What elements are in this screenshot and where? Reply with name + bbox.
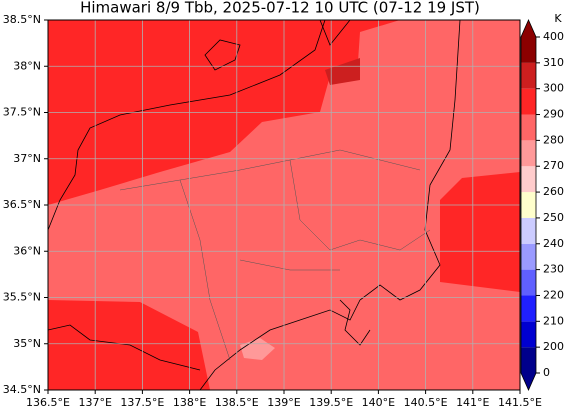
x-tick-label: 139°E	[267, 396, 300, 409]
x-tick-label: 136.5°E	[26, 396, 70, 409]
colorbar-bin	[521, 321, 536, 348]
y-tick-label: 34.5°N	[3, 383, 41, 396]
colorbar-extend	[521, 373, 536, 390]
colorbar-tick-label: 310	[543, 56, 564, 69]
x-tick-label: 140.5°E	[404, 396, 448, 409]
colorbar-tick-label: 260	[543, 185, 564, 198]
x-tick-label: 138.5°E	[215, 396, 259, 409]
colorbar-bin	[521, 37, 536, 63]
colorbar-bin	[521, 243, 536, 270]
x-tick-label: 141°E	[456, 396, 489, 409]
colorbar-extend	[521, 20, 536, 37]
colorbar-bin	[521, 269, 536, 296]
y-tick-label: 38°N	[13, 59, 41, 72]
y-tick-label: 36.5°N	[3, 198, 41, 211]
map-title: Himawari 8/9 Tbb, 2025-07-12 10 UTC (07-…	[80, 0, 480, 17]
y-tick-label: 37°N	[13, 152, 41, 165]
y-tick-label: 36°N	[13, 244, 41, 257]
colorbar-bin	[521, 140, 536, 167]
colorbar-tick-label: 290	[543, 108, 564, 121]
colorbar-bin	[521, 217, 536, 244]
colorbar-bin	[521, 62, 536, 89]
colorbar-tick-label: 240	[543, 237, 564, 250]
colorbar-tick-label: 250	[543, 211, 564, 224]
colorbar-tick-label: 230	[543, 263, 564, 276]
colorbar-tick-label: 280	[543, 133, 564, 146]
x-tick-label: 138°E	[173, 396, 206, 409]
region-300	[325, 58, 360, 85]
x-tick-label: 137.5°E	[120, 396, 164, 409]
colorbar-tick-label: 0	[543, 366, 550, 379]
y-tick-label: 35.5°N	[3, 291, 41, 304]
colorbar-label: K	[554, 12, 562, 25]
colorbar-bin	[521, 114, 536, 141]
colorbar-bin	[521, 295, 536, 322]
y-tick-label: 35°N	[13, 337, 41, 350]
colorbar-tick-label: 270	[543, 159, 564, 172]
colorbar-tick-label: 400	[543, 30, 564, 43]
colorbar-tick-label: 210	[543, 314, 564, 327]
x-tick-label: 137°E	[78, 396, 111, 409]
colorbar-bin	[521, 192, 536, 218]
y-tick-label: 38.5°N	[3, 13, 41, 26]
plot-frame	[47, 19, 521, 391]
colorbar-tick-label: 200	[543, 340, 564, 353]
coastlines	[48, 20, 461, 390]
colorbar-bin	[521, 166, 536, 193]
colorbar	[520, 19, 540, 391]
colorbar-tick-label: 300	[543, 82, 564, 95]
y-tick-label: 37.5°N	[3, 106, 41, 119]
x-tick-label: 139.5°E	[309, 396, 353, 409]
colorbar-bin	[521, 347, 536, 373]
colorbar-tick-label: 220	[543, 288, 564, 301]
x-tick-label: 140°E	[362, 396, 395, 409]
x-tick-label: 141.5°E	[498, 396, 542, 409]
colorbar-bin	[521, 88, 536, 115]
